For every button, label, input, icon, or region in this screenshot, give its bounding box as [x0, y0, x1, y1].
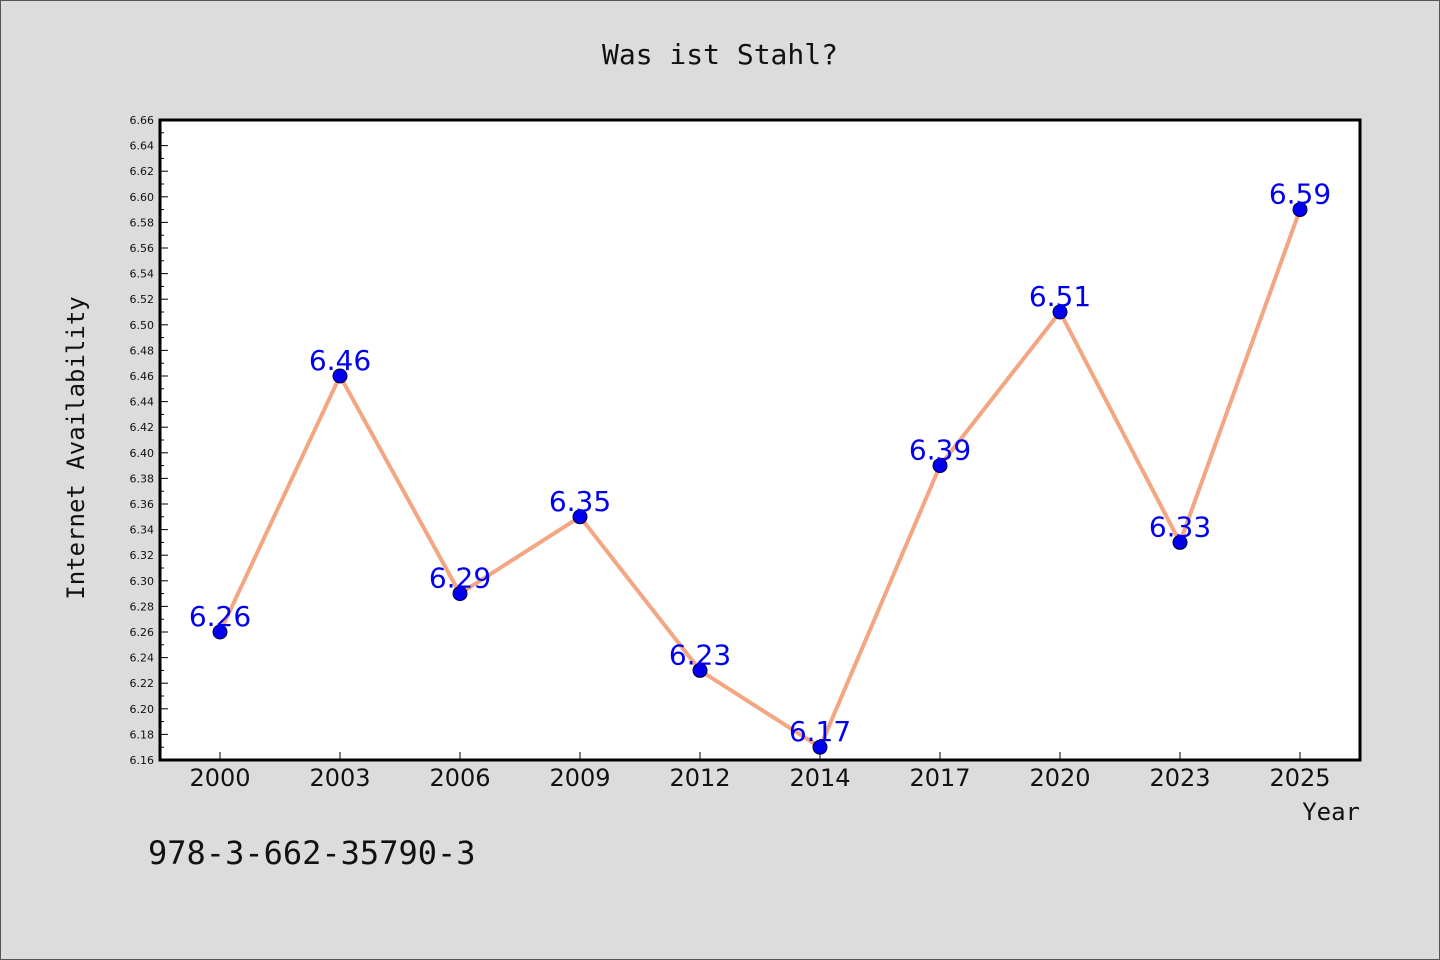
series-group: 6.26 6.46 6.29 6.35 6.23 6.17 6.39 6.51 6.33 6.59	[189, 178, 1331, 755]
footnote-isbn: 978-3-662-35790-3	[148, 834, 476, 872]
y-tick-label: 6.42	[130, 421, 155, 434]
y-axis-label: Internet Availability	[62, 296, 90, 599]
data-point	[452, 586, 468, 602]
y-tick-label: 6.34	[130, 524, 155, 537]
y-tick-label: 6.44	[130, 396, 155, 409]
data-label: 6.51	[1029, 280, 1091, 313]
data-point	[572, 509, 588, 525]
x-tick-label: 2012	[669, 764, 730, 792]
y-axis: 6.16 6.18 6.20 6.22 6.24 6.26 6.28 6.30 6.32 6.34…	[130, 114, 168, 767]
y-tick-label: 6.64	[130, 140, 155, 153]
y-tick-label: 6.16	[130, 754, 155, 767]
x-axis: 2000 2003 2006 2009 2012 2014 2017 2020 2023 2025	[189, 752, 1331, 792]
data-label: 6.17	[789, 715, 851, 748]
plot-area	[158, 118, 1362, 762]
y-tick-label: 6.18	[130, 728, 155, 741]
y-tick-label: 6.20	[130, 703, 155, 716]
x-tick-label: 2014	[789, 764, 850, 792]
series-line	[218, 207, 1302, 750]
data-point	[1292, 202, 1308, 218]
x-tick-label: 2009	[549, 764, 610, 792]
data-label: 6.29	[429, 562, 491, 595]
x-tick-label: 2020	[1029, 764, 1090, 792]
y-tick-label: 6.32	[130, 549, 155, 562]
data-label: 6.46	[309, 344, 371, 377]
data-point	[1172, 534, 1188, 550]
x-tick-label: 2000	[189, 764, 250, 792]
y-tick-label: 6.26	[130, 626, 155, 639]
y-tick-label: 6.52	[130, 293, 155, 306]
data-label: 6.23	[669, 638, 731, 671]
y-tick-label: 6.38	[130, 472, 155, 485]
y-tick-label: 6.60	[130, 191, 155, 204]
y-tick-label: 6.30	[130, 575, 155, 588]
data-label: 6.26	[189, 600, 251, 633]
y-tick-label: 6.28	[130, 600, 155, 613]
y-tick-label: 6.56	[130, 242, 155, 255]
data-point	[212, 624, 228, 640]
y-tick-label: 6.66	[130, 114, 155, 127]
data-label: 6.39	[909, 434, 971, 467]
y-tick-label: 6.58	[130, 216, 155, 229]
x-tick-label: 2023	[1149, 764, 1210, 792]
y-tick-label: 6.48	[130, 344, 155, 357]
y-tick-label: 6.46	[130, 370, 155, 383]
y-tick-label: 6.22	[130, 677, 155, 690]
data-point	[332, 368, 348, 384]
x-tick-label: 2025	[1269, 764, 1330, 792]
x-tick-label: 2017	[909, 764, 970, 792]
y-tick-label: 6.50	[130, 319, 155, 332]
data-point	[932, 458, 948, 474]
data-label: 6.33	[1149, 510, 1211, 543]
chart-title: Was ist Stahl?	[602, 38, 838, 71]
y-tick-label: 6.40	[130, 447, 155, 460]
y-tick-label: 6.36	[130, 498, 155, 511]
data-point	[812, 739, 828, 755]
data-point	[1052, 304, 1068, 320]
x-tick-label: 2003	[309, 764, 370, 792]
y-tick-label: 6.62	[130, 165, 155, 178]
y-tick-label: 6.24	[130, 652, 155, 665]
y-tick-label: 6.54	[130, 268, 155, 281]
data-label: 6.59	[1269, 178, 1331, 211]
data-label: 6.35	[549, 485, 611, 518]
data-point	[692, 662, 708, 678]
x-axis-label: Year	[1302, 798, 1360, 826]
x-tick-label: 2006	[429, 764, 490, 792]
